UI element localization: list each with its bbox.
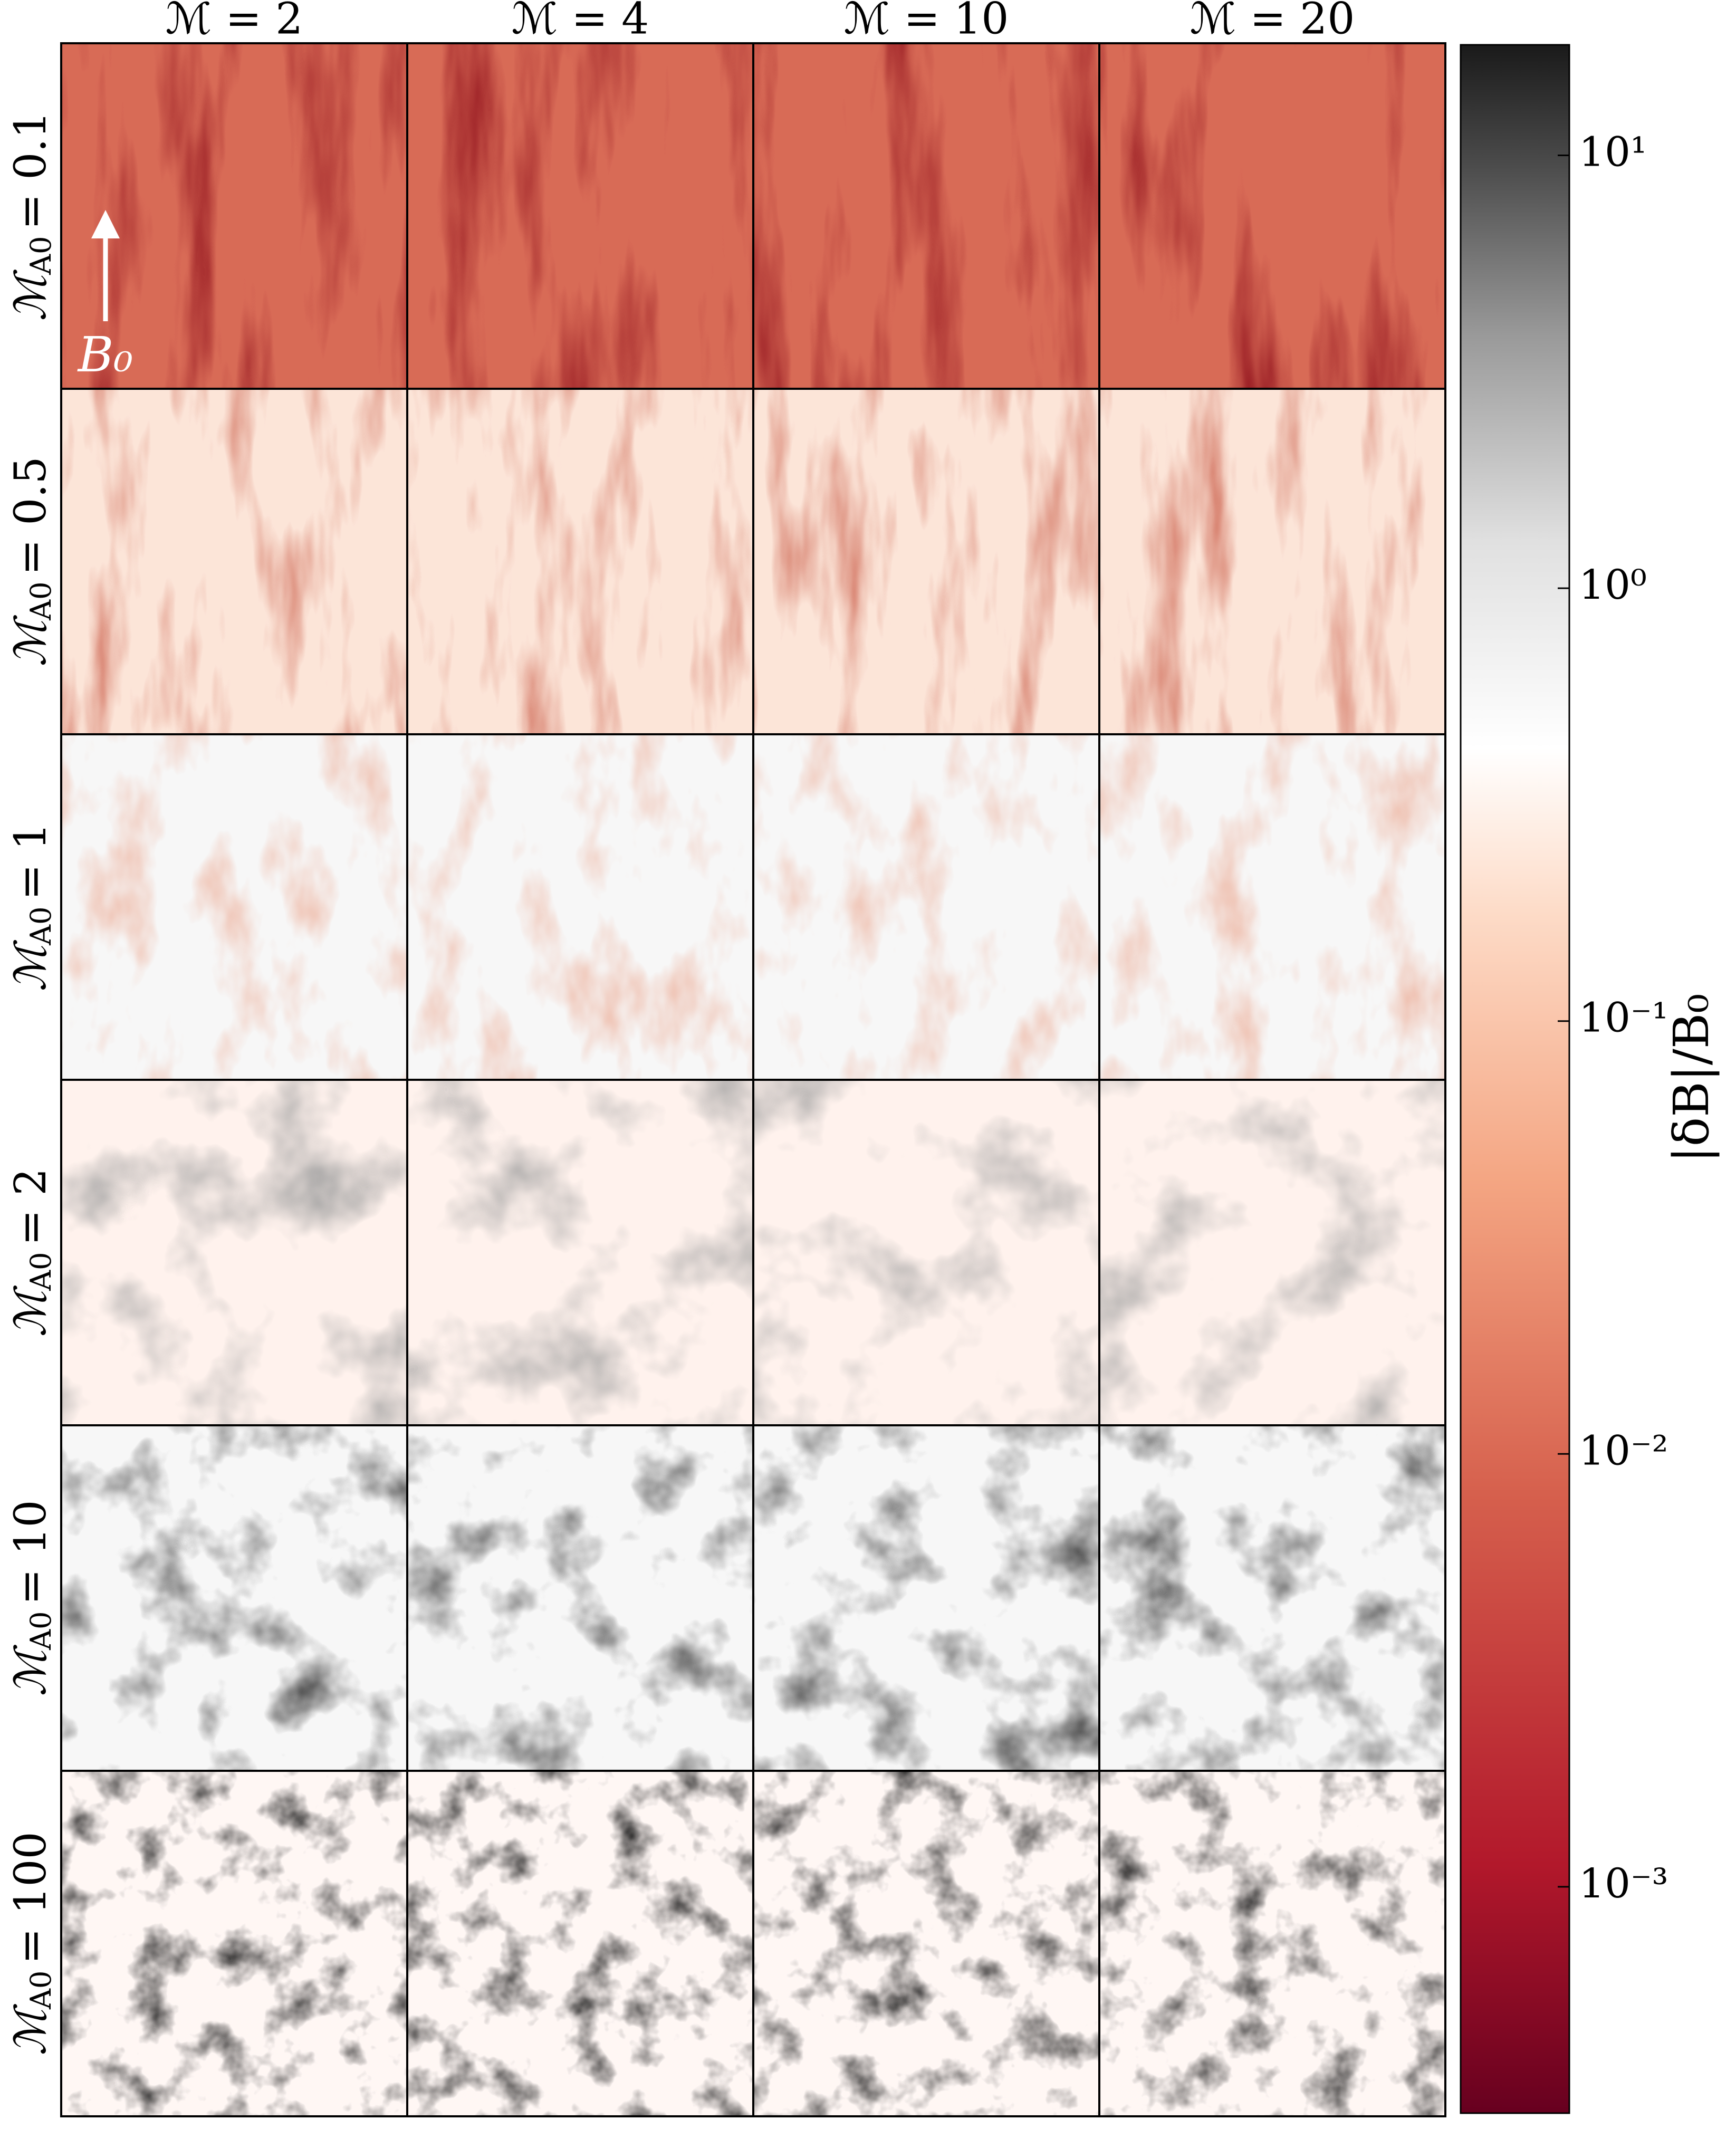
row-label: ℳA0 = 10 [6,1500,58,1696]
row-label-symbol: ℳ [6,615,56,667]
row-label: ℳA0 = 0.1 [6,111,58,321]
panel-image [753,1771,1099,2116]
row-label-subscript: A0 [24,906,57,945]
row-label-symbol: ℳ [6,940,56,992]
row-label-symbol: ℳ [6,1286,56,1337]
row-label-value: = 0.5 [6,456,56,575]
row-label-subscript: A0 [24,582,57,621]
row-label-value: = 10 [6,1500,56,1605]
colorbar-tick-label: 10⁻¹ [1579,995,1668,1042]
column-label: ℳ = 20 [1190,0,1355,44]
row-label-value: = 100 [6,1831,56,1964]
row-label-subscript: A0 [24,236,57,275]
panel-image [1099,1771,1445,2116]
row-label: ℳA0 = 2 [6,1168,58,1337]
panel-image [1099,389,1445,734]
panel-image [61,1080,407,1425]
column-label: ℳ = 4 [512,0,649,44]
colorbar-tick-label: 10¹ [1579,129,1647,176]
panel-image [407,1771,753,2116]
row-label-value: = 0.1 [6,111,56,229]
panel-image [61,1771,407,2116]
row-label-subscript: A0 [24,1612,57,1651]
colorbar-label: |δB|/B₀ [1663,994,1720,1163]
panel-image [753,1425,1099,1771]
row-label-subscript: A0 [24,1252,57,1291]
row-label: ℳA0 = 1 [6,823,58,992]
panel-image [1099,1425,1445,1771]
panel-image [1099,43,1445,389]
colorbar-tick-label: 10⁻³ [1579,1860,1668,1907]
panel-image [407,389,753,734]
panel-grid [60,42,1446,2117]
row-label: ℳA0 = 0.5 [6,456,58,666]
row-label-value: = 2 [6,1168,56,1246]
colorbar [1460,44,1570,2114]
row-label-symbol: ℳ [6,2004,56,2056]
panel-image [753,43,1099,389]
panel-image [1099,1080,1445,1425]
panel-image [407,734,753,1080]
row-label: ℳA0 = 100 [6,1831,58,2055]
panel-image [61,389,407,734]
panel-border [1098,1770,1446,2117]
row-label-symbol: ℳ [6,270,56,321]
panel-image [753,734,1099,1080]
annotation: B₀ [77,327,133,383]
row-label-subscript: A0 [24,1971,57,2010]
row-label-value: = 1 [6,823,56,900]
panel-image [407,1080,753,1425]
row-label-symbol: ℳ [6,1645,56,1696]
colorbar-tick-label: 10⁰ [1579,562,1647,609]
panel-image [61,1425,407,1771]
colorbar-tick-label: 10⁻² [1579,1427,1668,1474]
column-label: ℳ = 2 [166,0,303,44]
panel-image [1099,734,1445,1080]
panel-image [407,1425,753,1771]
panel-image [753,1080,1099,1425]
panel-image [61,734,407,1080]
column-label: ℳ = 10 [844,0,1009,44]
panel-image [407,43,753,389]
panel-image [753,389,1099,734]
